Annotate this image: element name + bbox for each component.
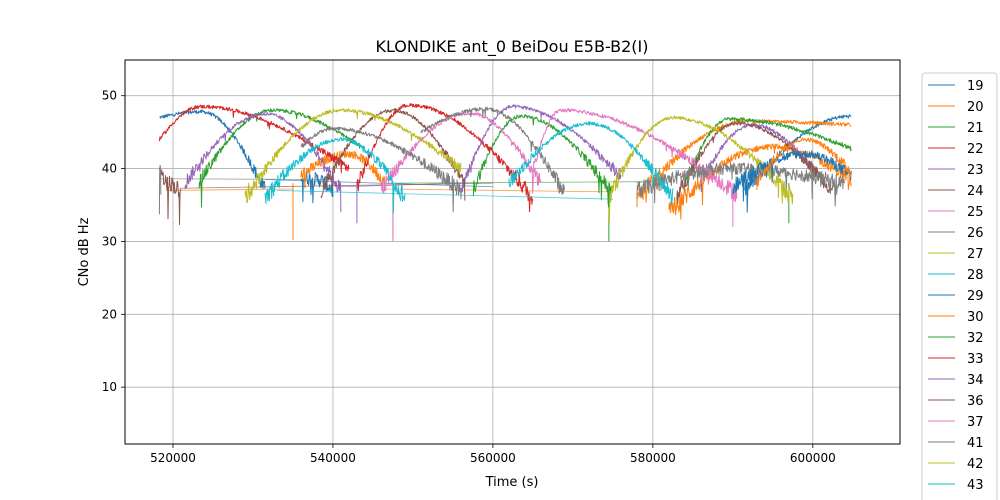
series-layer bbox=[158, 103, 852, 242]
legend-box bbox=[921, 72, 998, 500]
series-24-gap-segment bbox=[180, 182, 493, 189]
series-28-gap-segment bbox=[276, 190, 613, 200]
legend-label: 29 bbox=[967, 289, 984, 304]
series-24-pass bbox=[320, 108, 466, 201]
series-27-pass bbox=[244, 108, 462, 204]
y-tick-label: 50 bbox=[102, 89, 117, 103]
series-19 bbox=[159, 109, 852, 213]
series-26-pass bbox=[300, 126, 462, 213]
legend-item-22: 22 bbox=[928, 142, 984, 157]
legend-label: 21 bbox=[967, 121, 984, 136]
legend-label: 24 bbox=[967, 184, 984, 199]
series-26-pass bbox=[636, 162, 846, 207]
legend-item-36: 36 bbox=[928, 394, 984, 409]
series-20-gap-segment bbox=[384, 188, 613, 193]
x-tick-label: 520000 bbox=[150, 451, 196, 465]
series-23-pass bbox=[700, 122, 814, 193]
series-21-pass bbox=[472, 114, 614, 208]
legend-label: 22 bbox=[967, 142, 984, 157]
legend-item-21: 21 bbox=[928, 121, 984, 136]
legend-item-26: 26 bbox=[928, 226, 984, 241]
legend-item-25: 25 bbox=[928, 205, 984, 220]
y-axis-label: CNo dB Hz bbox=[77, 217, 92, 286]
x-tick-label: 540000 bbox=[310, 451, 356, 465]
y-tick-label: 30 bbox=[102, 234, 117, 248]
series-26 bbox=[158, 106, 846, 215]
series-19-pass bbox=[744, 114, 852, 213]
legend-item-37: 37 bbox=[928, 415, 984, 430]
legend-item-30: 30 bbox=[928, 310, 984, 325]
legend-item-34: 34 bbox=[928, 373, 984, 388]
legend-label: 19 bbox=[967, 79, 984, 94]
legend-label: 23 bbox=[967, 163, 984, 178]
legend-label: 37 bbox=[967, 415, 984, 430]
legend-item-24: 24 bbox=[928, 184, 984, 199]
y-tick-label: 40 bbox=[102, 162, 117, 176]
series-30-pass bbox=[756, 137, 852, 190]
legend-label: 36 bbox=[967, 394, 984, 409]
legend-label: 20 bbox=[967, 100, 984, 115]
series-26-gap-segment bbox=[160, 178, 333, 180]
legend-label: 42 bbox=[967, 457, 984, 472]
series-24-pass bbox=[676, 121, 834, 204]
series-23-pass bbox=[460, 104, 622, 200]
legend-item-23: 23 bbox=[928, 163, 984, 178]
legend-item-28: 28 bbox=[928, 268, 984, 283]
legend-item-33: 33 bbox=[928, 352, 984, 367]
x-tick-label: 600000 bbox=[790, 451, 836, 465]
legend-item-32: 32 bbox=[928, 331, 984, 346]
series-20-pass bbox=[668, 143, 852, 220]
legend-label: 34 bbox=[967, 373, 984, 388]
x-axis: 520000 540000 560000 580000 600000 bbox=[150, 444, 836, 465]
series-23-pass bbox=[184, 112, 342, 213]
series-29 bbox=[732, 150, 852, 202]
legend-label: 41 bbox=[967, 436, 984, 451]
series-30 bbox=[756, 137, 852, 190]
legend-item-43: 43 bbox=[928, 478, 984, 493]
legend-label: 32 bbox=[967, 331, 984, 346]
legend-item-41: 41 bbox=[928, 436, 984, 451]
legend-label: 25 bbox=[967, 205, 984, 220]
series-29-pass bbox=[732, 150, 852, 202]
legend-label: 28 bbox=[967, 268, 984, 283]
legend-label: 30 bbox=[967, 310, 984, 325]
legend-item-27: 27 bbox=[928, 247, 984, 262]
legend-label: 43 bbox=[967, 478, 984, 493]
series-24-pass bbox=[158, 167, 182, 225]
x-tick-label: 560000 bbox=[470, 451, 516, 465]
y-tick-label: 20 bbox=[102, 307, 117, 321]
x-tick-label: 580000 bbox=[630, 451, 676, 465]
series-22-pass bbox=[356, 103, 534, 213]
y-axis: 10 20 30 40 50 bbox=[102, 89, 125, 394]
y-tick-label: 10 bbox=[102, 380, 117, 394]
series-19-pass bbox=[159, 109, 266, 190]
series-24 bbox=[158, 108, 834, 225]
legend-item-29: 29 bbox=[928, 289, 984, 304]
series-26-pass bbox=[420, 106, 566, 195]
legend-item-20: 20 bbox=[928, 100, 984, 115]
x-axis-label: Time (s) bbox=[485, 475, 539, 490]
series-28-pass bbox=[508, 121, 674, 205]
series-25-pass bbox=[380, 111, 542, 194]
series-28-pass bbox=[264, 137, 406, 214]
legend-label: 33 bbox=[967, 352, 984, 367]
series-28 bbox=[264, 121, 674, 214]
axes-frame bbox=[124, 59, 901, 445]
legend: 19 20 21 22 23 24 25 26 27 28 29 30 32 33 34 36 37 41 42 43… bbox=[921, 72, 998, 500]
legend-item-19: 19 bbox=[928, 79, 984, 94]
legend-item-42: 42 bbox=[928, 457, 984, 472]
chart-title: KLONDIKE ant_0 BeiDou E5B-B2(I) bbox=[375, 37, 648, 57]
legend-label: 26 bbox=[967, 226, 984, 241]
series-26-pass bbox=[158, 164, 162, 215]
legend-label: 27 bbox=[967, 247, 984, 262]
